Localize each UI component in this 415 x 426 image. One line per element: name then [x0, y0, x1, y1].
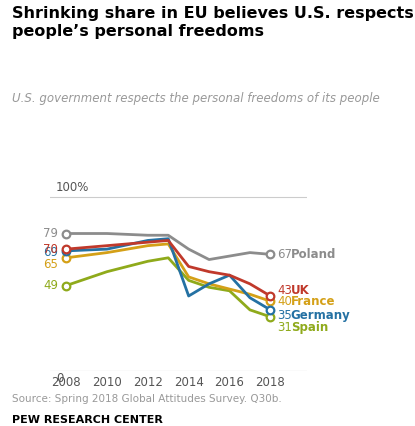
- Text: Shrinking share in EU believes U.S. respects its
people’s personal freedoms: Shrinking share in EU believes U.S. resp…: [12, 6, 415, 39]
- Text: Spain: Spain: [291, 321, 328, 334]
- Text: 40: 40: [278, 295, 292, 308]
- Text: UK: UK: [291, 284, 310, 297]
- Text: Poland: Poland: [291, 248, 336, 261]
- Text: 65: 65: [43, 258, 58, 271]
- Text: 79: 79: [43, 227, 58, 240]
- Text: Source: Spring 2018 Global Attitudes Survey. Q30b.: Source: Spring 2018 Global Attitudes Sur…: [12, 394, 282, 404]
- Text: U.S. government respects the personal freedoms of its people: U.S. government respects the personal fr…: [12, 92, 380, 105]
- Text: Germany: Germany: [291, 308, 351, 322]
- Text: 43: 43: [278, 284, 292, 297]
- Text: 49: 49: [43, 279, 58, 292]
- Text: 31: 31: [278, 321, 292, 334]
- Text: 67: 67: [278, 248, 293, 261]
- Text: 100%: 100%: [56, 181, 89, 193]
- Text: France: France: [291, 295, 335, 308]
- Text: 69: 69: [43, 246, 58, 259]
- Text: 0: 0: [56, 372, 63, 386]
- Text: 35: 35: [278, 308, 292, 322]
- Text: 70: 70: [43, 243, 58, 256]
- Text: PEW RESEARCH CENTER: PEW RESEARCH CENTER: [12, 415, 164, 425]
